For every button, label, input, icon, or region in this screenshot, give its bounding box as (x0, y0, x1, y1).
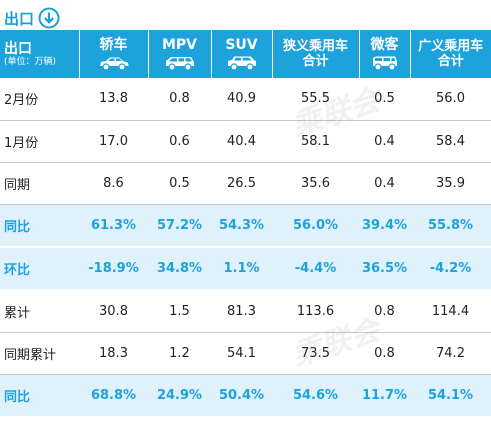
table-cell: 36.5% (359, 247, 410, 291)
table-cell: 58.1 (272, 120, 359, 163)
table-cell: -4.2% (410, 247, 491, 291)
table-cell: 74.2 (410, 332, 491, 375)
table-cell: 0.4 (359, 162, 410, 205)
table-row-rate: 环比 -18.9% 34.8% 1.1% -4.4% 36.5% -4.2% (0, 247, 491, 291)
header-sedan-label: 轿车 (99, 37, 128, 53)
header-narrow-line2: 合计 (302, 54, 329, 69)
table-cell: 58.4 (410, 120, 491, 163)
table-row: 2月份 13.8 0.8 40.9 55.5 0.5 56.0 (0, 78, 491, 121)
row-label: 累计 (0, 290, 79, 333)
row-label: 同比 (0, 374, 79, 418)
header-broad-line1: 广义乘用车 (418, 39, 484, 54)
sedan-icon (99, 57, 128, 71)
header-suv: SUV (211, 30, 273, 78)
header-mpv-label: MPV (161, 37, 198, 53)
table-cell: 13.8 (79, 78, 148, 121)
table-row: 累计 30.8 1.5 81.3 113.6 0.8 114.4 (0, 290, 491, 333)
table-cell: 55.8% (410, 204, 491, 248)
table-cell: 54.1% (410, 374, 491, 418)
table-cell: 113.6 (272, 290, 359, 333)
table-cell: 1.1% (211, 247, 272, 291)
header-unit-label: (单位：万辆) (4, 56, 57, 67)
table-cell: -4.4% (272, 247, 359, 291)
download-arrow-icon[interactable] (38, 7, 60, 29)
row-label: 2月份 (0, 78, 79, 121)
row-label: 1月份 (0, 120, 79, 163)
row-label: 同期 (0, 162, 79, 205)
table-cell: 18.3 (79, 332, 148, 375)
header-narrow-passenger-total: 狭义乘用车 合计 (272, 30, 360, 78)
row-label: 同期累计 (0, 332, 79, 375)
row-label: 环比 (0, 247, 79, 291)
table-cell: 68.8% (79, 374, 148, 418)
header-minivan-label: 微客 (370, 37, 399, 53)
table-cell: 114.4 (410, 290, 491, 333)
table-row-rate: 同比 61.3% 57.2% 54.3% 56.0% 39.4% 55.8% (0, 204, 491, 248)
table-cell: 8.6 (79, 162, 148, 205)
table-row: 同期 8.6 0.5 26.5 35.6 0.4 35.9 (0, 162, 491, 205)
table-row: 同期累计 18.3 1.2 54.1 73.5 0.8 74.2 (0, 332, 491, 375)
table-cell: 50.4% (211, 374, 272, 418)
header-suv-label: SUV (225, 37, 258, 53)
minivan-icon (372, 56, 397, 71)
table-cell: 0.5 (359, 78, 410, 121)
table-cell: 30.8 (79, 290, 148, 333)
table-cell: 17.0 (79, 120, 148, 163)
header-narrow-line1: 狭义乘用车 (282, 39, 348, 54)
table-cell: 0.8 (359, 290, 410, 333)
header-export-unit: 出口 (单位：万辆) (0, 30, 80, 78)
header-export-label: 出口 (4, 40, 32, 57)
table-cell: 0.8 (359, 332, 410, 375)
table-cell: 56.0% (272, 204, 359, 248)
table-row: 1月份 17.0 0.6 40.4 58.1 0.4 58.4 (0, 120, 491, 163)
header-minivan: 微客 (359, 30, 411, 78)
table-cell: 57.2% (148, 204, 211, 248)
table-cell: 54.1 (211, 332, 272, 375)
header-broad-line2: 合计 (437, 54, 464, 69)
table-header-row: 出口 (单位：万辆) 轿车 MPV (0, 30, 491, 78)
table-cell: -18.9% (79, 247, 148, 291)
section-title-text: 出口 (4, 9, 35, 28)
table-cell: 81.3 (211, 290, 272, 333)
table-row-rate: 同比 68.8% 24.9% 50.4% 54.6% 11.7% 54.1% (0, 374, 491, 418)
export-data-table: 出口 (单位：万辆) 轿车 MPV (0, 30, 491, 418)
header-mpv: MPV (148, 30, 212, 78)
table-cell: 0.4 (359, 120, 410, 163)
table-cell: 26.5 (211, 162, 272, 205)
suv-icon (227, 56, 256, 71)
header-broad-passenger-total: 广义乘用车 合计 (410, 30, 491, 78)
mpv-icon (165, 57, 194, 71)
table-cell: 40.9 (211, 78, 272, 121)
table-cell: 35.9 (410, 162, 491, 205)
table-cell: 0.8 (148, 78, 211, 121)
table-cell: 0.5 (148, 162, 211, 205)
table-cell: 1.5 (148, 290, 211, 333)
table-cell: 34.8% (148, 247, 211, 291)
table-cell: 24.9% (148, 374, 211, 418)
table-cell: 61.3% (79, 204, 148, 248)
table-cell: 55.5 (272, 78, 359, 121)
table-cell: 11.7% (359, 374, 410, 418)
table-cell: 1.2 (148, 332, 211, 375)
table-cell: 54.6% (272, 374, 359, 418)
table-cell: 56.0 (410, 78, 491, 121)
section-title: 出口 (4, 6, 60, 30)
table-cell: 40.4 (211, 120, 272, 163)
table-cell: 54.3% (211, 204, 272, 248)
row-label: 同比 (0, 204, 79, 248)
table-cell: 39.4% (359, 204, 410, 248)
table-cell: 35.6 (272, 162, 359, 205)
header-sedan: 轿车 (79, 30, 149, 78)
table-cell: 73.5 (272, 332, 359, 375)
table-cell: 0.6 (148, 120, 211, 163)
